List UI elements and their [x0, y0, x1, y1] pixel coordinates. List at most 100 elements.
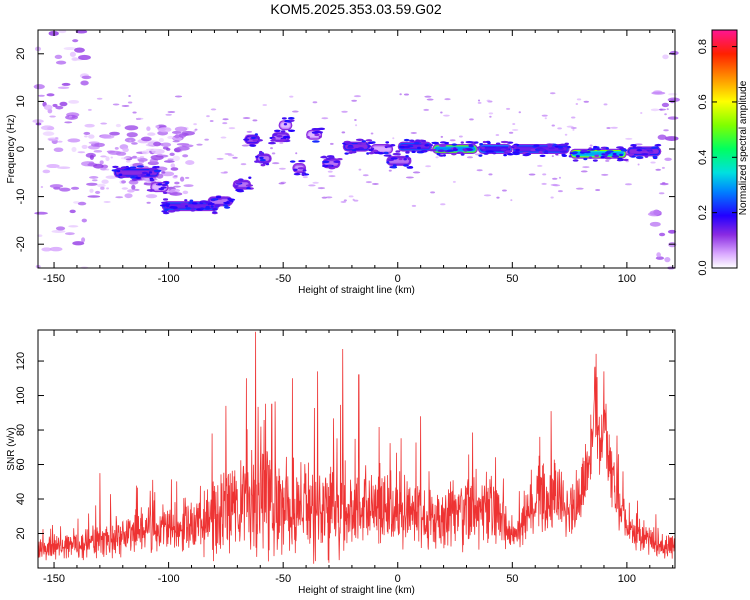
- noise-speckle: [55, 60, 67, 65]
- spectral-speckle: [386, 154, 392, 157]
- spectral-speckle: [322, 155, 327, 159]
- noise-speckle: [59, 187, 71, 192]
- y-tick-label: 40: [15, 493, 27, 505]
- noise-speckle: [33, 84, 45, 90]
- heatmap-marks: [111, 117, 662, 215]
- spectral-speckle: [495, 146, 502, 149]
- noise-speckle: [329, 142, 334, 145]
- spectral-speckle: [254, 133, 258, 136]
- spectral-speckle: [287, 117, 295, 120]
- spectral-speckle: [555, 153, 559, 156]
- noise-speckle: [81, 218, 87, 223]
- spectral-speckle: [119, 175, 127, 178]
- spectral-speckle: [281, 117, 287, 120]
- noise-speckle: [99, 160, 104, 165]
- noise-speckle: [440, 203, 446, 206]
- spectral-speckle: [129, 166, 137, 169]
- noise-speckle: [64, 121, 73, 124]
- spectral-speckle: [153, 169, 162, 173]
- spectral-speckle: [185, 207, 191, 210]
- spectral-speckle: [386, 161, 390, 164]
- noise-speckle: [658, 232, 666, 237]
- spectral-speckle: [116, 169, 121, 173]
- noise-speckle: [91, 179, 98, 182]
- noise-speckle: [224, 152, 233, 155]
- spectral-speckle: [272, 137, 276, 140]
- spectral-speckle: [210, 198, 219, 201]
- noise-speckle: [167, 110, 176, 113]
- noise-speckle: [155, 125, 160, 129]
- noise-speckle: [216, 157, 224, 160]
- spectral-speckle: [347, 146, 354, 149]
- figure-title: KOM5.2025.353.03.59.G02: [270, 1, 441, 17]
- spectral-speckle: [558, 143, 567, 147]
- spectral-speckle: [483, 152, 489, 155]
- noise-speckle: [410, 131, 417, 134]
- noise-speckle: [664, 136, 679, 142]
- spectral-speckle: [302, 169, 307, 172]
- spectral-speckle: [407, 157, 412, 161]
- spectral-speckle: [279, 138, 287, 142]
- spectral-speckle: [437, 149, 445, 152]
- noise-speckle: [68, 115, 73, 118]
- noise-speckle: [411, 204, 417, 207]
- noise-speckle: [170, 163, 176, 168]
- spectral-speckle: [212, 208, 218, 211]
- noise-speckle: [46, 93, 55, 97]
- noise-speckle: [100, 155, 107, 158]
- noise-speckle: [131, 142, 138, 145]
- noise-speckle: [232, 156, 238, 159]
- heatmap-x-axis-label: Height of straight line (km): [298, 285, 415, 296]
- spectral-speckle: [619, 153, 623, 157]
- spectral-speckle: [246, 187, 251, 190]
- spectral-speckle: [403, 138, 410, 142]
- noise-speckle: [352, 198, 355, 201]
- spectral-speckle: [432, 148, 437, 152]
- noise-speckle: [476, 169, 483, 172]
- spectral-speckle: [522, 153, 530, 157]
- noise-speckle: [150, 154, 164, 161]
- noise-speckle: [661, 102, 670, 108]
- noise-speckle: [508, 131, 514, 134]
- noise-speckle: [81, 144, 88, 150]
- spectral-speckle: [463, 149, 468, 152]
- noise-speckle: [444, 98, 451, 101]
- y-tick-label: -10: [15, 189, 27, 205]
- noise-speckle: [89, 154, 94, 160]
- spectral-speckle: [289, 119, 295, 122]
- spectral-speckle: [644, 155, 649, 158]
- noise-speckle: [143, 182, 148, 185]
- spectral-speckle: [567, 145, 571, 149]
- noise-speckle: [69, 51, 76, 57]
- noise-speckle: [664, 157, 672, 161]
- spectral-speckle: [452, 148, 458, 152]
- noise-speckle: [351, 99, 358, 102]
- noise-speckle: [624, 183, 632, 186]
- x-tick-label: -50: [275, 573, 291, 585]
- noise-speckle: [145, 194, 158, 199]
- noise-speckle: [605, 159, 610, 162]
- noise-speckle: [278, 182, 285, 185]
- noise-speckle: [68, 99, 80, 104]
- noise-speckle: [129, 139, 132, 142]
- spectral-speckle: [571, 151, 578, 154]
- noise-speckle: [94, 142, 105, 147]
- noise-speckle: [87, 195, 101, 198]
- noise-speckle: [160, 142, 172, 147]
- spectral-speckle: [398, 157, 403, 161]
- noise-speckle: [51, 229, 66, 233]
- spectral-speckle: [385, 141, 390, 144]
- noise-speckle: [486, 99, 491, 102]
- x-tick-label: 0: [395, 273, 401, 285]
- spectral-speckle: [635, 156, 644, 159]
- noise-speckle: [75, 29, 88, 34]
- spectral-speckle: [557, 146, 563, 149]
- noise-speckle: [551, 124, 555, 127]
- spectral-speckle: [606, 150, 614, 153]
- noise-speckle: [167, 135, 174, 139]
- spectral-speckle: [301, 173, 305, 176]
- noise-speckle: [126, 132, 138, 138]
- spectral-speckle: [411, 150, 416, 154]
- noise-speckle: [122, 147, 129, 153]
- noise-speckle: [169, 192, 183, 196]
